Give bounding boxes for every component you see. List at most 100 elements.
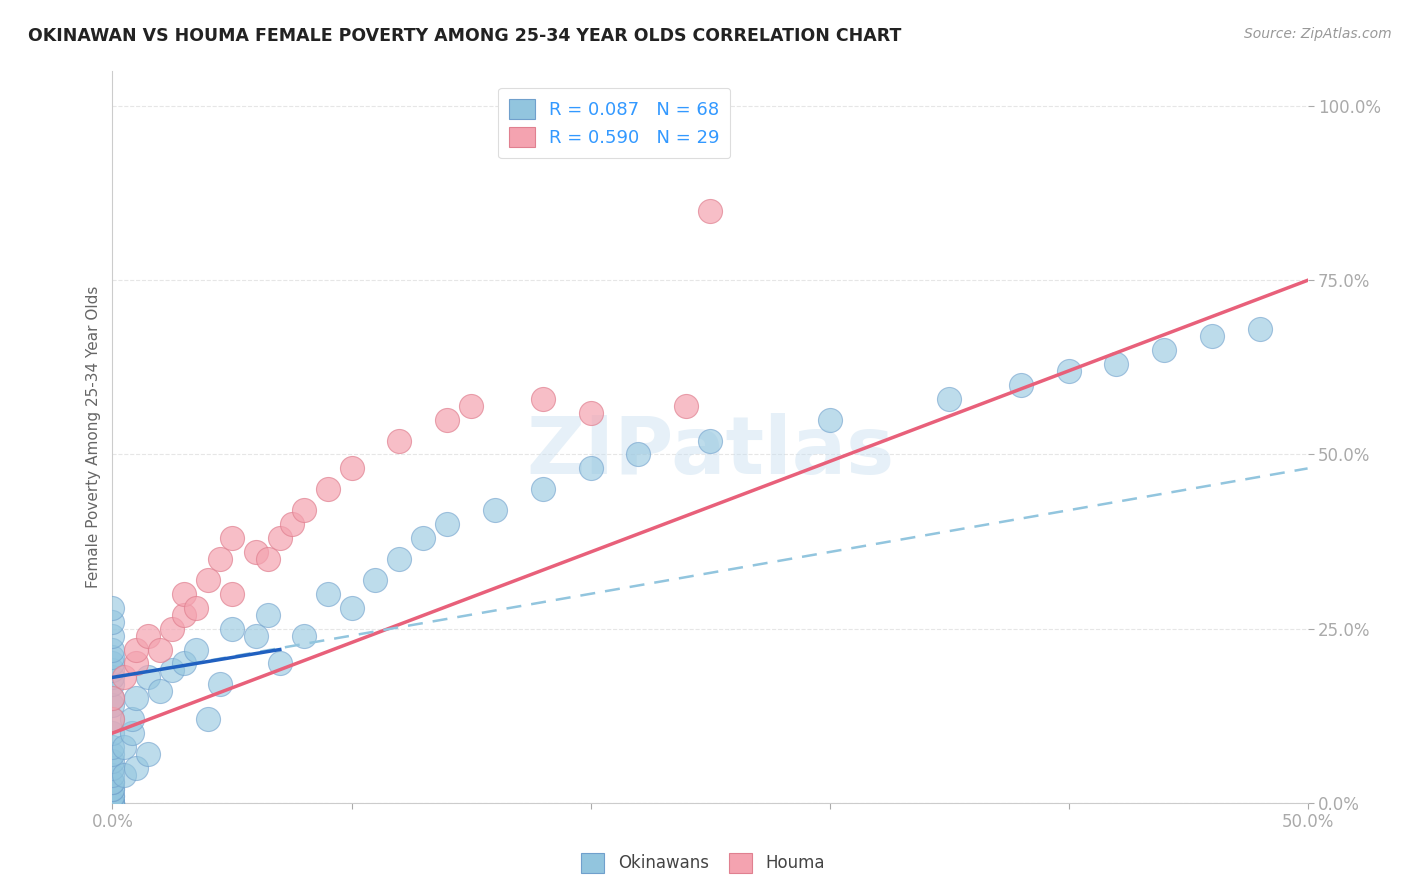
Point [1153,343,1175,357]
Point [101,649,124,664]
Point [436,517,458,532]
Text: ZIPatlas: ZIPatlas [526,413,894,491]
Point [531,392,554,406]
Point [138,670,160,684]
Point [114,740,135,755]
Text: Source: ZipAtlas.com: Source: ZipAtlas.com [1244,27,1392,41]
Point [125,657,148,671]
Point [699,434,721,448]
Point [364,573,387,587]
Point [1057,364,1080,378]
Point [197,712,219,726]
Point [186,642,208,657]
Point [101,747,124,761]
Point [149,684,172,698]
Point [186,600,208,615]
Point [531,483,554,497]
Y-axis label: Female Poverty Among 25-34 Year Olds: Female Poverty Among 25-34 Year Olds [86,286,101,588]
Point [114,670,135,684]
Point [460,399,482,413]
Point [1249,322,1271,336]
Point [101,740,124,755]
Point [1010,377,1032,392]
Point [101,761,124,775]
Point [101,712,124,726]
Point [269,531,291,545]
Point [125,761,148,775]
Point [1201,329,1223,343]
Point [436,412,458,426]
Point [699,203,721,218]
Point [173,587,195,601]
Point [101,789,124,803]
Point [173,657,195,671]
Point [138,629,160,643]
Point [101,670,124,684]
Point [257,607,280,622]
Point [162,622,183,636]
Point [149,642,172,657]
Point [388,434,411,448]
Point [101,796,124,810]
Point [101,796,124,810]
Point [209,677,232,691]
Point [1105,357,1128,371]
Point [257,552,280,566]
Point [101,775,124,789]
Point [245,545,267,559]
Point [101,691,124,706]
Point [579,406,602,420]
Point [101,615,124,629]
Legend: Okinawans, Houma: Okinawans, Houma [575,847,831,880]
Point [221,531,243,545]
Point [173,607,195,622]
Point [627,448,650,462]
Point [101,691,124,706]
Point [114,768,135,782]
Point [221,622,243,636]
Point [579,461,602,475]
Point [101,677,124,691]
Legend: R = 0.087   N = 68, R = 0.590   N = 29: R = 0.087 N = 68, R = 0.590 N = 29 [499,87,730,158]
Point [281,517,304,532]
Point [484,503,506,517]
Point [162,664,183,678]
Point [245,629,267,643]
Point [388,552,411,566]
Point [101,768,124,782]
Point [316,587,339,601]
Point [101,796,124,810]
Point [412,531,434,545]
Point [101,781,124,796]
Point [101,698,124,713]
Point [101,642,124,657]
Point [101,664,124,678]
Point [101,726,124,740]
Point [101,754,124,768]
Point [675,399,697,413]
Point [101,629,124,643]
Point [121,712,143,726]
Point [340,600,363,615]
Point [938,392,960,406]
Point [101,781,124,796]
Text: OKINAWAN VS HOUMA FEMALE POVERTY AMONG 25-34 YEAR OLDS CORRELATION CHART: OKINAWAN VS HOUMA FEMALE POVERTY AMONG 2… [28,27,901,45]
Point [221,587,243,601]
Point [101,712,124,726]
Point [292,629,315,643]
Point [101,775,124,789]
Point [292,503,315,517]
Point [101,600,124,615]
Point [125,691,148,706]
Point [138,747,160,761]
Point [101,796,124,810]
Point [197,573,219,587]
Point [101,789,124,803]
Point [209,552,232,566]
Point [269,657,291,671]
Point [316,483,339,497]
Point [101,657,124,671]
Point [121,726,143,740]
Point [125,642,148,657]
Point [818,412,841,426]
